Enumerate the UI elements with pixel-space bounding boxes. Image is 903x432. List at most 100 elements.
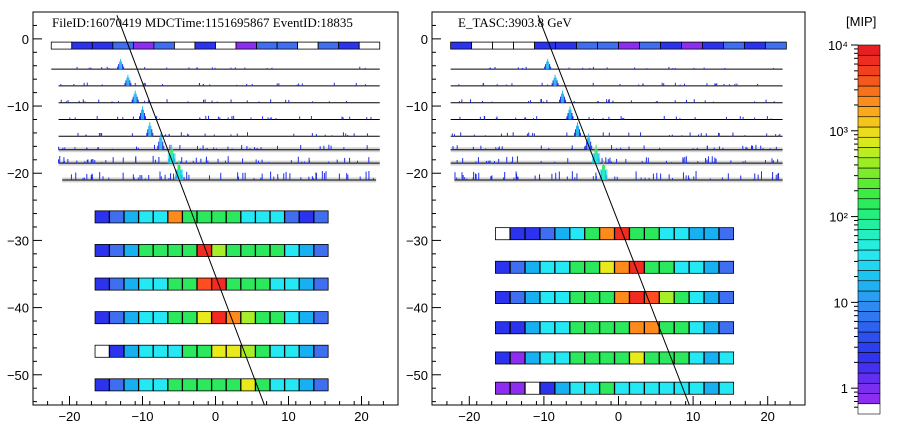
bgo-bar bbox=[211, 378, 227, 392]
bgo-bar bbox=[539, 321, 555, 335]
bgo-bar bbox=[509, 351, 526, 365]
bgo-bar bbox=[196, 244, 212, 257]
bgo-bar bbox=[167, 378, 183, 392]
bgo-bar bbox=[299, 277, 314, 291]
psd-strip bbox=[153, 41, 175, 50]
bgo-bar bbox=[614, 381, 630, 395]
bgo-bar bbox=[226, 378, 241, 392]
bgo-bar bbox=[584, 291, 600, 304]
bgo-bar bbox=[94, 277, 110, 291]
psd-strip bbox=[194, 41, 216, 50]
colorbar-swatch bbox=[857, 126, 881, 138]
bgo-bar bbox=[196, 277, 212, 291]
bgo-bar bbox=[674, 291, 690, 304]
bgo-bar bbox=[569, 321, 585, 335]
axes: −20 −10 0 10 20 0 −10 −20 −30 −40 −50 bbox=[406, 11, 806, 424]
y-tick-label: 0 bbox=[421, 32, 428, 47]
bgo-bar bbox=[495, 321, 511, 335]
bgo-bar bbox=[703, 351, 720, 365]
colorbar-swatch bbox=[857, 229, 881, 241]
psd-strip bbox=[235, 41, 257, 50]
psd-strip bbox=[471, 41, 494, 50]
bgo-bar bbox=[524, 381, 541, 395]
psd-strip bbox=[112, 41, 134, 50]
psd-strip bbox=[513, 41, 535, 50]
bgo-bar bbox=[153, 311, 168, 325]
bgo-bar bbox=[284, 311, 300, 325]
y-tick-label: −50 bbox=[406, 368, 428, 383]
bgo-bar bbox=[718, 321, 735, 335]
colorbar-title: [MIP] bbox=[846, 14, 876, 29]
x-tick-label: 10 bbox=[281, 409, 295, 424]
bgo-bar bbox=[123, 244, 139, 257]
bgo-bar bbox=[554, 351, 570, 365]
bgo-bar bbox=[299, 210, 314, 224]
colorbar-swatch bbox=[857, 44, 881, 56]
psd-strip bbox=[597, 41, 619, 50]
stk-shower-core bbox=[167, 153, 176, 164]
colorbar-swatch bbox=[857, 157, 881, 169]
bgo-bar bbox=[182, 311, 198, 325]
psd-strip bbox=[555, 41, 577, 50]
bgo-bar bbox=[584, 260, 600, 274]
bgo-bar bbox=[255, 378, 271, 392]
colorbar-tick-label: 10 bbox=[834, 295, 848, 310]
psd-strip bbox=[639, 41, 661, 50]
bgo-bar bbox=[153, 344, 168, 358]
bgo-bar bbox=[644, 260, 660, 274]
colorbar-swatch bbox=[857, 116, 881, 128]
colorbar-swatch bbox=[857, 188, 881, 200]
bgo-bar bbox=[226, 344, 241, 358]
plot-frame bbox=[32, 11, 399, 406]
colorbar-swatch bbox=[857, 147, 881, 159]
bgo-bar bbox=[659, 381, 675, 395]
bgo-bar bbox=[495, 291, 511, 304]
bgo-bar bbox=[313, 378, 329, 392]
bgo-bar bbox=[524, 227, 541, 241]
psd-strip bbox=[534, 41, 556, 50]
axes: −20 −10 0 10 20 0 −10 −20 −30 −40 −50 bbox=[7, 11, 399, 424]
bgo-bar bbox=[644, 351, 660, 365]
bgo-bar bbox=[167, 344, 183, 358]
y-tick-label: −10 bbox=[406, 99, 428, 114]
bgo-bar bbox=[109, 244, 125, 257]
bgo-bar bbox=[226, 244, 241, 257]
bgo-bar bbox=[167, 311, 183, 325]
bgo-bar bbox=[182, 210, 198, 224]
colorbar-ticks: 1 10 10² 10³ 10⁴ bbox=[828, 38, 858, 408]
bgo-bar bbox=[94, 378, 110, 392]
bgo-bar bbox=[554, 227, 570, 241]
bgo-bar bbox=[644, 291, 660, 304]
colorbar-swatch bbox=[857, 382, 881, 394]
colorbar-swatch bbox=[857, 321, 881, 333]
bgo-bar bbox=[674, 351, 690, 365]
bgo-bar bbox=[182, 277, 198, 291]
bgo-bar bbox=[659, 291, 675, 304]
psd-strip bbox=[71, 41, 93, 50]
psd-strip bbox=[50, 41, 73, 50]
bgo-bar bbox=[255, 311, 271, 325]
colorbar-swatch bbox=[857, 290, 881, 302]
bgo-bar bbox=[299, 344, 314, 358]
event-display-panel-right: −20 −10 0 10 20 0 −10 −20 −30 −40 −50 E_TASC:3903.… bbox=[406, 11, 806, 424]
y-tick-label: −30 bbox=[406, 233, 428, 248]
bgo-bar bbox=[659, 321, 675, 335]
x-tick-label: 20 bbox=[354, 409, 368, 424]
x-tick-label: 0 bbox=[212, 409, 219, 424]
bgo-bar bbox=[554, 260, 570, 274]
colorbar-tick-label: 10² bbox=[829, 210, 848, 225]
bgo-bar bbox=[153, 277, 168, 291]
bgo-bar bbox=[109, 277, 125, 291]
bgo-bar bbox=[94, 244, 110, 257]
bgo-bar bbox=[109, 344, 125, 358]
bgo-bar bbox=[240, 210, 256, 224]
colorbar-swatch bbox=[857, 85, 881, 97]
bgo-bar bbox=[226, 277, 241, 291]
psd-strip bbox=[317, 41, 340, 50]
bgo-bar bbox=[153, 210, 168, 224]
colorbar-swatch bbox=[857, 167, 881, 179]
bgo-bar bbox=[569, 227, 585, 241]
bgo-bar bbox=[599, 227, 615, 241]
stk-shower-core bbox=[592, 153, 601, 164]
bgo-bar bbox=[240, 277, 256, 291]
